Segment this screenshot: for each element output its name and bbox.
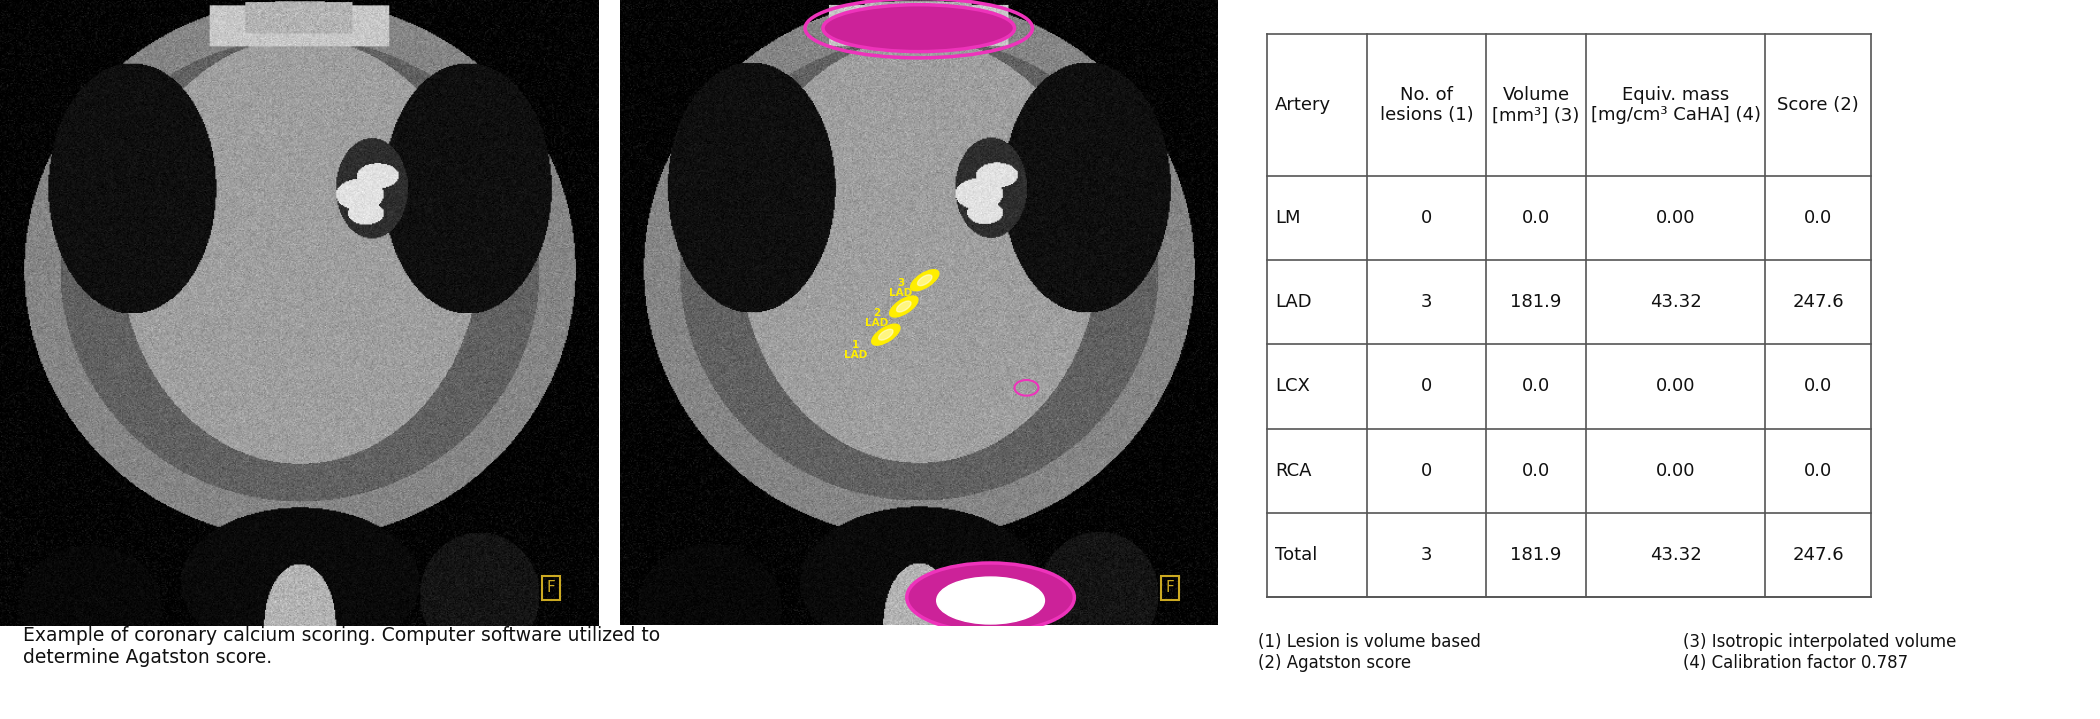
Text: (1) Lesion is volume based
(2) Agatston score: (1) Lesion is volume based (2) Agatston … [1258, 633, 1480, 672]
Text: LAD: LAD [1275, 293, 1312, 311]
Text: 181.9: 181.9 [1510, 293, 1562, 311]
Text: 247.6: 247.6 [1791, 293, 1844, 311]
Text: 0.00: 0.00 [1657, 209, 1695, 227]
Text: LM: LM [1275, 209, 1300, 227]
Ellipse shape [897, 301, 911, 312]
Text: No. of
lesions (1): No. of lesions (1) [1380, 86, 1474, 124]
Text: 0.00: 0.00 [1657, 462, 1695, 480]
Text: 3: 3 [1422, 546, 1432, 564]
Text: 0.0: 0.0 [1804, 462, 1831, 480]
Text: Equiv. mass
[mg/cm³ CaHA] (4): Equiv. mass [mg/cm³ CaHA] (4) [1590, 86, 1760, 124]
Text: 2
LAD: 2 LAD [865, 308, 888, 328]
Ellipse shape [918, 275, 932, 285]
Ellipse shape [911, 270, 939, 290]
Ellipse shape [907, 563, 1075, 632]
Text: 0: 0 [1422, 209, 1432, 227]
Text: 0.0: 0.0 [1804, 377, 1831, 395]
Text: RCA: RCA [1275, 462, 1312, 480]
Text: 3
LAD: 3 LAD [888, 278, 911, 298]
Text: 1
LAD: 1 LAD [844, 340, 867, 360]
Ellipse shape [937, 577, 1044, 624]
Ellipse shape [823, 5, 1014, 52]
Text: 247.6: 247.6 [1791, 546, 1844, 564]
Ellipse shape [872, 324, 901, 345]
Text: (3) Isotropic interpolated volume
(4) Calibration factor 0.787: (3) Isotropic interpolated volume (4) Ca… [1684, 633, 1957, 672]
Text: 0.0: 0.0 [1522, 462, 1550, 480]
Text: 0.0: 0.0 [1804, 209, 1831, 227]
Text: 43.32: 43.32 [1651, 293, 1701, 311]
Text: F: F [546, 580, 554, 595]
Ellipse shape [890, 296, 918, 317]
Ellipse shape [878, 329, 892, 340]
Text: Example of coronary calcium scoring. Computer software utilized to
determine Aga: Example of coronary calcium scoring. Com… [23, 626, 659, 667]
Text: 43.32: 43.32 [1651, 546, 1701, 564]
Text: 0: 0 [1422, 377, 1432, 395]
Text: Artery: Artery [1275, 96, 1331, 114]
Text: 0.0: 0.0 [1522, 377, 1550, 395]
Text: Total: Total [1275, 546, 1317, 564]
Text: 0.0: 0.0 [1522, 209, 1550, 227]
Text: 0: 0 [1422, 462, 1432, 480]
Text: Score (2): Score (2) [1777, 96, 1858, 114]
Text: 3: 3 [1422, 293, 1432, 311]
Text: Volume
[mm³] (3): Volume [mm³] (3) [1493, 86, 1579, 124]
Text: 181.9: 181.9 [1510, 546, 1562, 564]
Text: LCX: LCX [1275, 377, 1310, 395]
Text: 0.00: 0.00 [1657, 377, 1695, 395]
Text: F: F [1166, 580, 1174, 595]
